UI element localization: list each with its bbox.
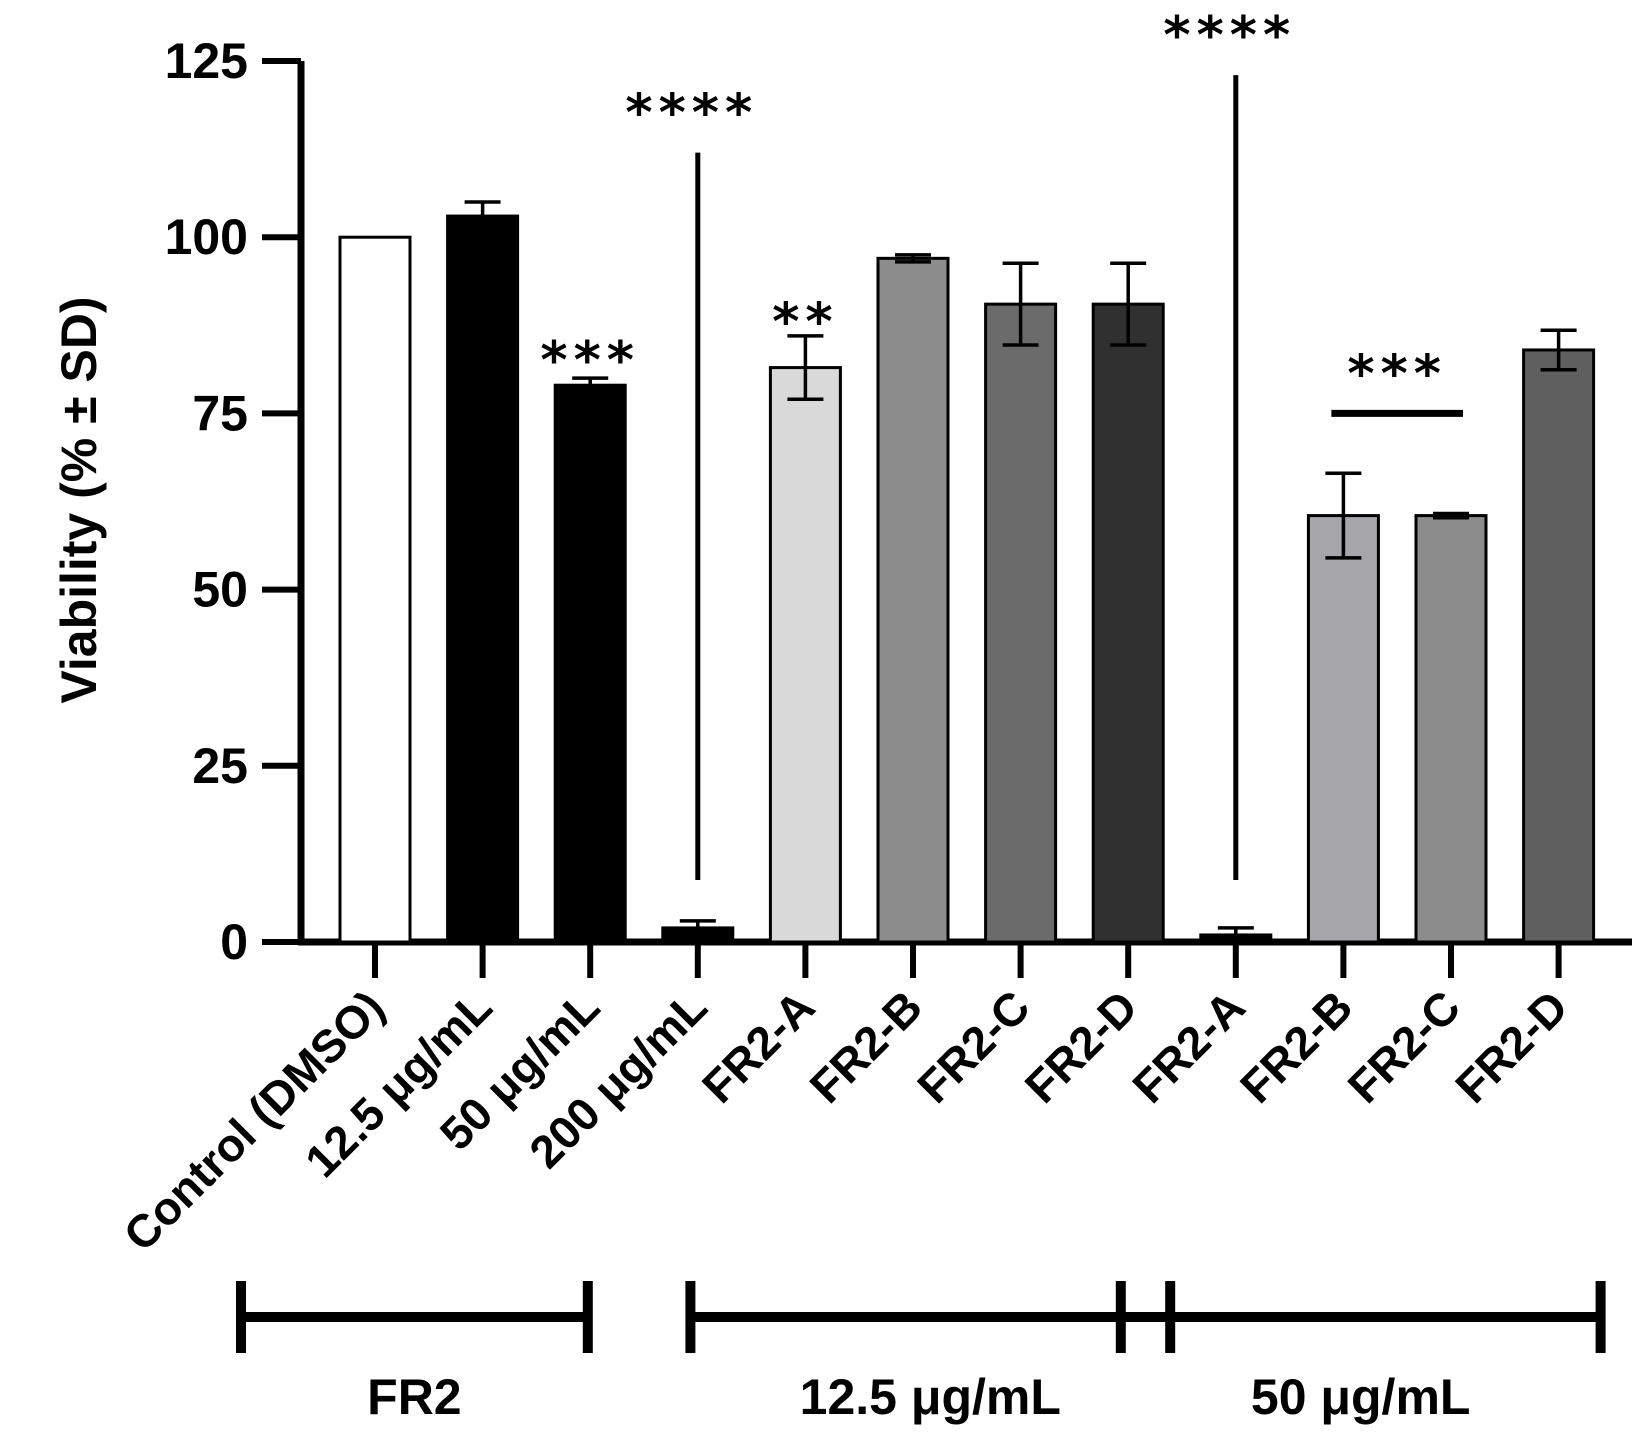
bar: [984, 302, 1058, 944]
bars-layer: [338, 200, 1596, 944]
bar: [768, 366, 842, 944]
category-label: FR2-A: [692, 980, 825, 1113]
significance-label: ***: [1347, 344, 1447, 404]
y-tick-label: 125: [165, 33, 248, 89]
y-tick-label: 50: [192, 562, 248, 618]
group-label: FR2: [367, 1369, 461, 1425]
y-axis-title: Viability (% ± SD): [51, 296, 107, 703]
category-label: FR2-B: [1230, 980, 1363, 1113]
category-label: FR2-D: [1445, 980, 1578, 1113]
category-label: FR2-B: [800, 980, 933, 1113]
y-tick-label: 75: [192, 385, 248, 441]
group-label: 12.5 μg/mL: [800, 1369, 1061, 1425]
bar: [1414, 514, 1488, 944]
significance-label: **: [772, 292, 838, 352]
axes-layer: 0 25 50 75 100 125: [165, 33, 1632, 978]
category-label: FR2-A: [1122, 980, 1255, 1113]
y-tick-label: 100: [165, 209, 248, 265]
bar: [338, 235, 412, 944]
significance-label: ****: [1163, 6, 1296, 66]
y-tick-label: 25: [192, 738, 248, 794]
bar: [1306, 514, 1380, 944]
significance-label: ****: [625, 84, 758, 144]
category-label: FR2-D: [1015, 980, 1148, 1113]
significance-layer: ****************: [540, 6, 1463, 880]
bar: [1091, 302, 1165, 944]
bar: [446, 214, 520, 944]
significance-label: ***: [540, 331, 640, 391]
group-label: 50 μg/mL: [1251, 1369, 1471, 1425]
category-label: FR2-C: [907, 980, 1040, 1113]
bar: [876, 256, 950, 944]
y-tick-label: 0: [220, 914, 248, 970]
bar: [1522, 348, 1596, 944]
category-label: FR2-C: [1338, 980, 1471, 1113]
bar: [553, 383, 627, 944]
